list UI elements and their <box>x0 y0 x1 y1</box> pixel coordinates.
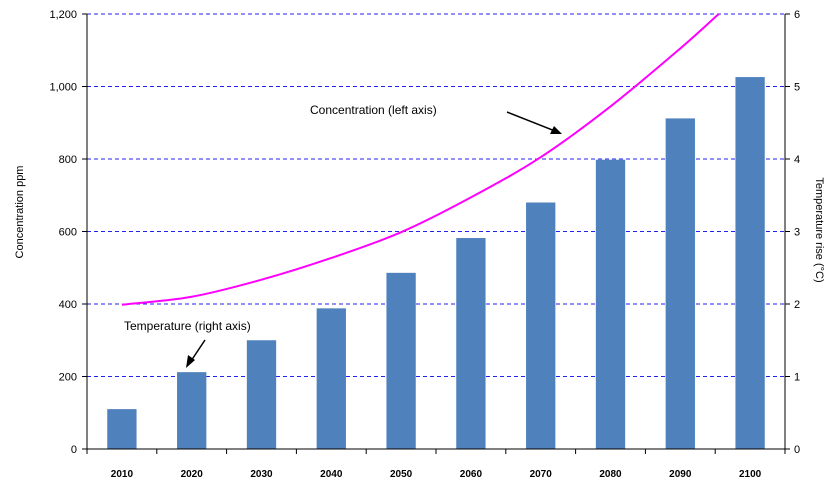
concentration-line <box>121 13 720 306</box>
x-tick-label: 2010 <box>111 469 134 480</box>
bar <box>177 372 207 449</box>
left-axis-title: Concentration ppm <box>14 166 26 259</box>
left-tick-label: 600 <box>59 227 77 239</box>
temperature-bars <box>107 77 765 450</box>
left-tick-label: 400 <box>59 299 77 311</box>
right-tick-label: 0 <box>794 444 800 456</box>
x-tick-label: 2070 <box>530 469 553 480</box>
right-tick-label: 2 <box>794 299 800 311</box>
bar <box>456 238 486 449</box>
x-tick-label: 2060 <box>460 469 483 480</box>
right-tick-label: 6 <box>794 9 800 21</box>
bar <box>526 202 556 449</box>
right-tick-label: 5 <box>794 82 800 94</box>
right-axis-title: Temperature rise (°C) <box>813 177 825 282</box>
left-tick-label: 0 <box>71 444 77 456</box>
left-tick-label: 800 <box>59 154 77 166</box>
bar <box>386 272 416 449</box>
bar <box>665 118 695 450</box>
left-tick-label: 1,000 <box>49 82 77 94</box>
x-axis-ticks: 2010 2020 2030 2040 2050 2060 2070 2080 2090 2100 <box>86 449 786 480</box>
bar <box>316 308 346 449</box>
x-tick-label: 2050 <box>390 469 413 480</box>
bar <box>246 340 277 449</box>
x-tick-label: 2080 <box>599 469 622 480</box>
x-tick-label: 2040 <box>320 469 343 480</box>
temperature-annotation: Temperature (right axis) <box>124 319 251 333</box>
concentration-annotation-arrowhead <box>550 126 562 134</box>
right-tick-label: 1 <box>794 372 800 384</box>
left-tick-label: 200 <box>59 372 77 384</box>
bar <box>735 77 765 449</box>
right-tick-label: 4 <box>794 154 800 166</box>
bar <box>107 409 137 449</box>
x-tick-label: 2020 <box>181 469 204 480</box>
concentration-annotation-arrow <box>506 111 561 134</box>
left-axis-ticks: 0 200 400 600 800 1,000 1,200 <box>49 9 87 456</box>
right-tick-label: 3 <box>794 227 800 239</box>
concentration-annotation: Concentration (left axis) <box>310 103 437 117</box>
right-axis-ticks: 0 1 2 3 4 5 6 <box>785 9 800 456</box>
left-tick-label: 1,200 <box>49 9 77 21</box>
x-tick-label: 2030 <box>250 469 273 480</box>
x-tick-label: 2090 <box>669 469 692 480</box>
temperature-annotation-arrowhead <box>186 355 195 368</box>
bar <box>595 159 626 449</box>
x-tick-label: 2100 <box>739 469 762 480</box>
